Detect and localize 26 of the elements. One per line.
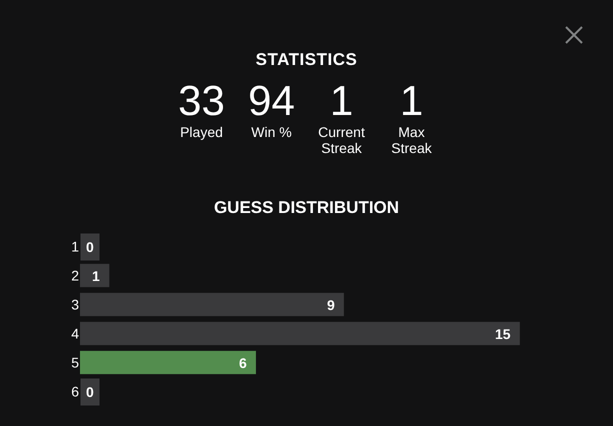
data-label: 9 xyxy=(327,297,335,313)
data-label: 0 xyxy=(86,239,94,255)
bar xyxy=(80,322,520,346)
text: 33 xyxy=(177,77,226,124)
y-tick-label: 3 xyxy=(71,296,80,312)
data-label: 15 xyxy=(495,326,511,342)
text: Max Streak xyxy=(390,124,433,156)
data-label: 1 xyxy=(92,268,100,284)
text: 94 xyxy=(247,77,296,124)
y-tick-label: 1 xyxy=(71,238,80,254)
y-tick-label: 2 xyxy=(71,267,80,284)
text: Current Streak xyxy=(317,124,366,156)
y-tick-label: 4 xyxy=(71,325,80,342)
text: Win % xyxy=(250,124,293,140)
bar xyxy=(80,292,344,316)
data-label: 0 xyxy=(86,384,94,400)
bar xyxy=(80,350,256,374)
text: 1 xyxy=(398,77,424,124)
text: Played xyxy=(179,124,224,140)
y-tick-label: 6 xyxy=(71,383,80,400)
chart-title: GUESS DISTRIBUTION xyxy=(214,198,400,217)
text: STATISTICS xyxy=(254,50,358,70)
bar xyxy=(80,264,110,288)
text: 1 xyxy=(328,77,354,124)
data-label: 6 xyxy=(239,355,247,371)
y-tick-label: 5 xyxy=(71,354,80,370)
